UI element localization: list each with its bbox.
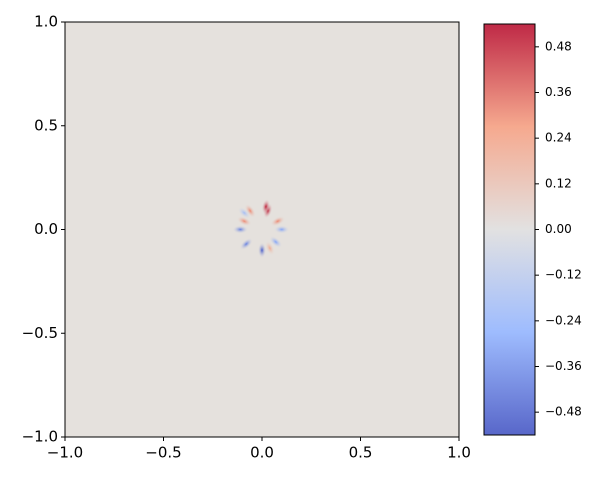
colorbar-tick-label: 0.48: [545, 39, 572, 53]
colorbar-tick-label: −0.36: [545, 359, 582, 373]
plot-background: [65, 22, 459, 437]
colorbar-tick-label: 0.00: [545, 222, 572, 236]
y-tick-label: 0.5: [34, 116, 58, 134]
y-tick-label: 0.0: [34, 220, 58, 238]
colorbar-tick-label: −0.24: [545, 313, 582, 327]
x-tick-label: −1.0: [47, 444, 83, 462]
y-tick-label: −1.0: [22, 428, 58, 446]
colorbar-tick-label: 0.36: [545, 85, 572, 99]
y-tick-label: −0.5: [22, 324, 58, 342]
x-tick-label: 1.0: [447, 444, 471, 462]
contour-lobe: [273, 225, 290, 234]
contour-lobe: [270, 216, 286, 227]
contour-lobe: [239, 237, 253, 251]
colorbar-tick-label: 0.12: [545, 176, 572, 190]
contour-lobe: [237, 206, 251, 219]
contour-lobe: [269, 235, 283, 248]
colorbar-tick-label: −0.48: [545, 405, 582, 419]
colorbar-tick-label: 0.24: [545, 131, 572, 145]
contour-lobe: [244, 203, 256, 218]
y-tick-label: 1.0: [34, 13, 58, 31]
contour-lobe: [261, 198, 271, 215]
colorbar-tick-label: −0.12: [545, 268, 582, 282]
contour-lobe: [232, 225, 249, 234]
colorbar: [484, 24, 535, 435]
x-tick-label: 0.5: [349, 444, 373, 462]
contour-lobe: [257, 242, 267, 259]
contour-lobe: [264, 240, 275, 256]
x-tick-label: −0.5: [145, 444, 181, 462]
x-tick-label: 0.0: [250, 444, 274, 462]
